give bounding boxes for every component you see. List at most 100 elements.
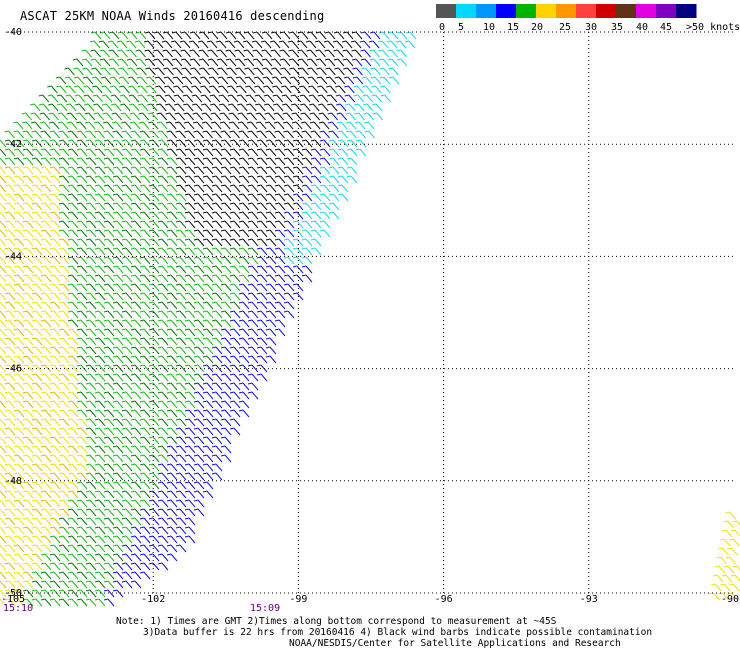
wind-barb: [67, 184, 79, 193]
wind-barb: [264, 112, 276, 121]
wind-barb: [202, 301, 214, 310]
wind-barb: [166, 391, 178, 400]
wind-barb: [270, 31, 282, 40]
wind-barb: [49, 247, 61, 256]
wind-barb: [40, 328, 52, 337]
wind-barb: [112, 274, 124, 283]
wind-barb: [112, 490, 124, 499]
wind-barb: [85, 193, 97, 202]
wind-barb: [175, 364, 187, 373]
wind-barb: [121, 202, 133, 211]
wind-barb: [40, 256, 52, 265]
wind-barb: [127, 67, 138, 76]
lon-tick-label: -90: [721, 594, 739, 605]
wind-barb: [139, 229, 151, 238]
wind-barb: [157, 499, 169, 508]
wind-barb: [94, 157, 106, 166]
wind-barb: [148, 481, 160, 490]
wind-barb: [166, 229, 178, 238]
wind-barb: [103, 499, 115, 508]
wind-barb: [103, 157, 115, 166]
wind-barb: [130, 517, 142, 526]
wind-barb: [181, 67, 192, 76]
wind-barb: [74, 94, 86, 103]
wind-barb: [85, 472, 97, 481]
wind-barb: [175, 328, 187, 337]
wind-barb: [229, 391, 241, 400]
wind-barb: [4, 319, 16, 328]
wind-barb: [139, 256, 151, 265]
wind-barb: [85, 427, 97, 436]
wind-barb: [379, 76, 391, 85]
wind-barb: [283, 301, 295, 310]
wind-barb: [49, 256, 61, 265]
wind-barb: [22, 589, 34, 598]
wind-barb: [4, 148, 16, 157]
wind-barb: [310, 238, 322, 247]
wind-barb: [139, 274, 151, 283]
wind-barb: [360, 58, 372, 67]
wind-barb: [211, 256, 223, 265]
wind-barb: [67, 220, 79, 229]
wind-barb: [193, 382, 205, 391]
wind-barb: [211, 337, 223, 346]
wind-barb: [31, 562, 43, 571]
wind-barb: [350, 40, 362, 49]
wind-barb: [283, 274, 295, 283]
wind-barb: [220, 274, 232, 283]
wind-barb: [103, 517, 115, 526]
wind-barb: [85, 283, 97, 292]
note-line-2: 3)Data buffer is 22 hrs from 20160416 4)…: [143, 627, 653, 638]
wind-barb: [0, 436, 7, 445]
wind-barb: [67, 535, 79, 544]
wind-barb: [65, 85, 76, 94]
wind-barb: [13, 382, 25, 391]
wind-barb: [165, 103, 176, 112]
wind-barb: [229, 265, 241, 274]
wind-barb: [94, 274, 106, 283]
wind-barb: [184, 337, 196, 346]
wind-barb: [162, 58, 174, 67]
wind-barb: [328, 184, 340, 193]
wind-barb: [125, 40, 137, 49]
wind-barb: [85, 499, 97, 508]
wind-barb: [336, 121, 348, 130]
wind-barb: [139, 220, 151, 229]
wind-barb: [85, 373, 97, 382]
wind-barb: [22, 139, 34, 148]
wind-barb: [4, 571, 16, 580]
wind-barb: [112, 427, 124, 436]
wind-barb: [58, 391, 70, 400]
wind-barb: [202, 355, 214, 364]
wind-barb: [107, 40, 119, 49]
wind-barb: [166, 247, 178, 256]
wind-barb: [130, 346, 142, 355]
wind-barb: [0, 247, 7, 256]
wind-barb: [31, 553, 43, 562]
wind-barb: [121, 400, 133, 409]
wind-barb: [148, 526, 160, 535]
wind-barb: [58, 553, 70, 562]
wind-barb: [85, 490, 97, 499]
wind-barb: [256, 346, 268, 355]
wind-barb: [198, 49, 209, 58]
wind-barb: [243, 58, 255, 67]
wind-barb: [31, 211, 43, 220]
wind-barb: [183, 112, 195, 121]
wind-barb: [139, 517, 151, 526]
wind-barb: [208, 76, 220, 85]
wind-barb: [157, 274, 169, 283]
wind-barb: [171, 31, 183, 40]
wind-barb: [238, 265, 250, 274]
wind-barb: [85, 535, 97, 544]
wind-barb: [301, 193, 313, 202]
wind-barb: [94, 580, 106, 589]
wind-barb: [157, 409, 169, 418]
wind-barb: [235, 67, 246, 76]
wind-barb: [175, 427, 187, 436]
wind-barb: [301, 238, 313, 247]
wind-barb: [256, 355, 268, 364]
wind-barb: [49, 382, 61, 391]
wind-barb: [136, 76, 148, 85]
wind-barb: [193, 202, 205, 211]
